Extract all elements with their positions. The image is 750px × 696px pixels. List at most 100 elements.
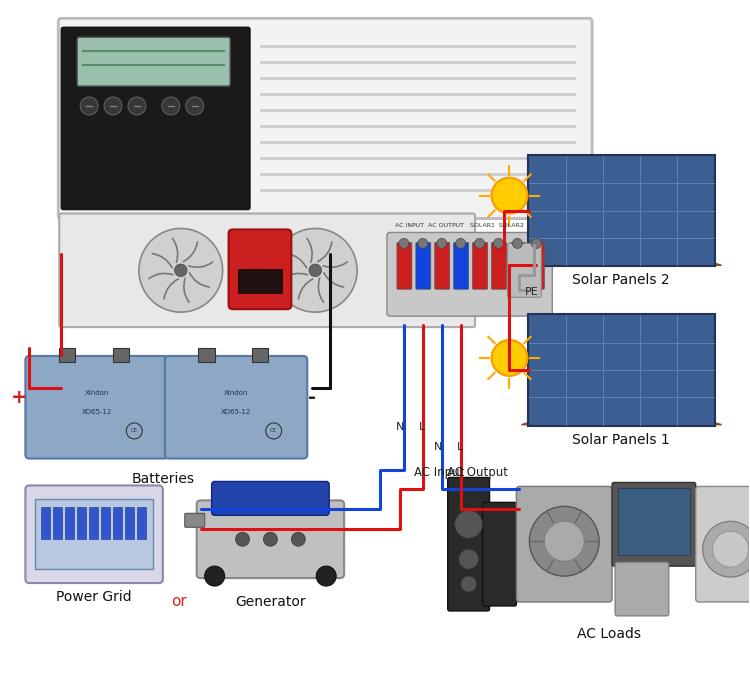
Circle shape	[491, 340, 527, 376]
Text: +: +	[11, 388, 28, 407]
FancyBboxPatch shape	[89, 507, 98, 539]
Text: AC Output: AC Output	[447, 466, 508, 479]
FancyBboxPatch shape	[184, 514, 205, 528]
FancyBboxPatch shape	[113, 507, 122, 539]
FancyArrowPatch shape	[307, 238, 312, 262]
Polygon shape	[521, 235, 722, 265]
FancyBboxPatch shape	[77, 38, 230, 86]
FancyBboxPatch shape	[508, 244, 542, 297]
Text: Solar Panels 1: Solar Panels 1	[572, 433, 670, 447]
Circle shape	[175, 264, 187, 276]
Circle shape	[531, 239, 542, 248]
FancyArrowPatch shape	[164, 279, 178, 299]
FancyBboxPatch shape	[59, 348, 75, 362]
Circle shape	[162, 97, 180, 115]
FancyBboxPatch shape	[517, 487, 612, 602]
FancyBboxPatch shape	[58, 18, 593, 219]
Text: or: or	[171, 594, 187, 610]
Circle shape	[456, 239, 466, 248]
Circle shape	[80, 97, 98, 115]
Text: Xindon: Xindon	[85, 390, 109, 396]
Circle shape	[491, 177, 527, 214]
FancyBboxPatch shape	[211, 482, 329, 515]
FancyBboxPatch shape	[615, 562, 669, 616]
Circle shape	[291, 532, 305, 546]
Circle shape	[454, 510, 482, 538]
Circle shape	[274, 228, 357, 312]
FancyBboxPatch shape	[229, 230, 291, 309]
FancyBboxPatch shape	[435, 242, 450, 290]
FancyBboxPatch shape	[137, 507, 146, 539]
FancyBboxPatch shape	[387, 232, 552, 316]
Circle shape	[263, 532, 278, 546]
Text: L: L	[457, 441, 463, 452]
FancyBboxPatch shape	[448, 477, 490, 611]
Text: N: N	[433, 441, 442, 452]
FancyBboxPatch shape	[238, 269, 282, 293]
FancyArrowPatch shape	[189, 262, 213, 267]
FancyBboxPatch shape	[454, 242, 469, 290]
FancyBboxPatch shape	[26, 485, 163, 583]
FancyArrowPatch shape	[172, 238, 178, 262]
Circle shape	[475, 239, 484, 248]
FancyArrowPatch shape	[183, 242, 197, 262]
Circle shape	[436, 239, 447, 248]
Circle shape	[459, 549, 478, 569]
FancyBboxPatch shape	[472, 242, 488, 290]
Circle shape	[316, 566, 336, 586]
FancyBboxPatch shape	[62, 27, 250, 209]
FancyBboxPatch shape	[125, 507, 134, 539]
FancyArrowPatch shape	[318, 278, 323, 302]
FancyArrowPatch shape	[184, 278, 189, 302]
Circle shape	[205, 566, 224, 586]
Circle shape	[544, 521, 584, 561]
Circle shape	[418, 239, 428, 248]
Circle shape	[460, 576, 476, 592]
FancyBboxPatch shape	[491, 242, 506, 290]
FancyBboxPatch shape	[618, 489, 690, 555]
Text: Xindon: Xindon	[224, 390, 248, 396]
Text: XD65-12: XD65-12	[221, 409, 251, 415]
FancyBboxPatch shape	[416, 242, 430, 290]
FancyArrowPatch shape	[323, 262, 347, 267]
FancyBboxPatch shape	[529, 314, 715, 426]
FancyBboxPatch shape	[53, 507, 62, 539]
FancyBboxPatch shape	[26, 356, 168, 459]
Text: Batteries: Batteries	[131, 473, 194, 487]
Text: Generator: Generator	[235, 595, 306, 609]
FancyBboxPatch shape	[612, 482, 696, 566]
Circle shape	[494, 239, 503, 248]
FancyBboxPatch shape	[252, 348, 268, 362]
FancyBboxPatch shape	[530, 242, 544, 290]
Circle shape	[186, 97, 204, 115]
FancyArrowPatch shape	[324, 273, 344, 287]
FancyBboxPatch shape	[482, 503, 517, 606]
FancyBboxPatch shape	[397, 242, 412, 290]
Circle shape	[139, 228, 223, 312]
Text: Power Grid: Power Grid	[56, 590, 132, 604]
Text: -: -	[308, 388, 316, 407]
Text: PE: PE	[524, 287, 538, 297]
Circle shape	[104, 97, 122, 115]
FancyBboxPatch shape	[77, 507, 86, 539]
FancyBboxPatch shape	[529, 155, 715, 267]
Polygon shape	[521, 395, 722, 425]
Text: AC Loads: AC Loads	[577, 627, 641, 641]
Text: Solar Panels 2: Solar Panels 2	[572, 274, 670, 287]
FancyArrowPatch shape	[286, 253, 307, 268]
FancyArrowPatch shape	[152, 253, 172, 268]
FancyBboxPatch shape	[65, 507, 74, 539]
Text: AC Input: AC Input	[414, 466, 464, 479]
Text: CE: CE	[130, 429, 138, 434]
FancyBboxPatch shape	[41, 507, 50, 539]
FancyBboxPatch shape	[112, 348, 129, 362]
Circle shape	[128, 97, 146, 115]
FancyArrowPatch shape	[148, 274, 172, 278]
FancyArrowPatch shape	[298, 279, 313, 299]
FancyBboxPatch shape	[199, 348, 214, 362]
Text: AC INPUT  AC OUTPUT   SOLAR1  SOLAR2: AC INPUT AC OUTPUT SOLAR1 SOLAR2	[395, 223, 524, 228]
Circle shape	[703, 521, 750, 577]
FancyArrowPatch shape	[284, 274, 308, 278]
Circle shape	[399, 239, 409, 248]
Circle shape	[309, 264, 322, 276]
